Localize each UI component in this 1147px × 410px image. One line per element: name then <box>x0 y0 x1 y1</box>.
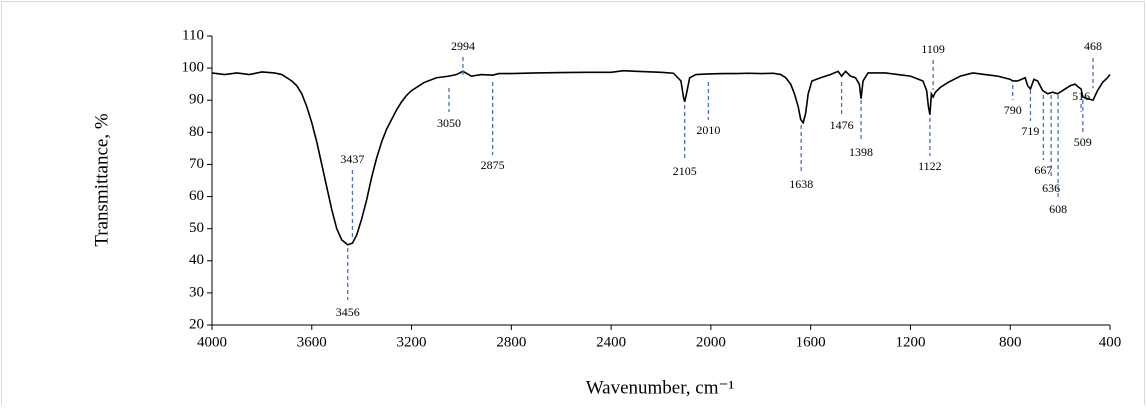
y-axis-title: Transmittance, % <box>91 113 112 247</box>
annotation-label: 2875 <box>481 158 505 172</box>
y-tick-label: 100 <box>182 60 205 76</box>
spectrum-line <box>211 69 1111 246</box>
annotation-label: 2010 <box>696 123 720 137</box>
annotation-label: 468 <box>1084 39 1102 53</box>
annotation-label: 667 <box>1034 163 1052 177</box>
y-tick-label: 50 <box>189 220 204 236</box>
x-tick-label: 2000 <box>696 334 726 350</box>
x-tick-label: 2800 <box>496 334 526 350</box>
y-tick-label: 70 <box>189 156 204 172</box>
x-axis-title: Wavenumber, cm⁻¹ <box>586 377 735 398</box>
annotation-label: 1398 <box>849 145 873 159</box>
x-tick-label: 1200 <box>895 334 925 350</box>
x-tick-label: 3600 <box>297 334 327 350</box>
annotation-label: 1638 <box>789 177 813 191</box>
annotation-label: 1109 <box>921 42 945 56</box>
annotation-label: 3437 <box>340 152 364 166</box>
annotation-label: 3456 <box>336 305 360 319</box>
y-tick-label: 80 <box>189 124 204 140</box>
y-tick-label: 110 <box>182 27 204 43</box>
y-tick-label: 90 <box>189 92 204 108</box>
annotation-label: 3050 <box>437 116 461 130</box>
x-tick-label: 1600 <box>796 334 826 350</box>
x-tick-label: 3200 <box>397 334 427 350</box>
annotation-label: 516 <box>1072 89 1090 103</box>
x-tick-label: 2400 <box>596 334 626 350</box>
x-tick-label: 4000 <box>197 334 227 350</box>
annotation-label: 1476 <box>830 118 854 132</box>
annotation-label: 2994 <box>451 39 475 53</box>
annotation-label: 509 <box>1074 135 1092 149</box>
y-tick-label: 30 <box>189 284 204 300</box>
y-tick-label: 60 <box>189 188 204 204</box>
y-tick-label: 20 <box>189 316 204 332</box>
annotation-label: 790 <box>1004 103 1022 117</box>
y-tick-label: 40 <box>189 252 204 268</box>
x-tick-label: 400 <box>1099 334 1122 350</box>
annotation-label: 608 <box>1049 202 1067 216</box>
annotation-label: 719 <box>1021 124 1039 138</box>
annotation-label: 636 <box>1042 181 1060 195</box>
annotation-label: 1122 <box>918 159 942 173</box>
x-tick-label: 800 <box>999 334 1022 350</box>
annotation-label: 2105 <box>673 164 697 178</box>
